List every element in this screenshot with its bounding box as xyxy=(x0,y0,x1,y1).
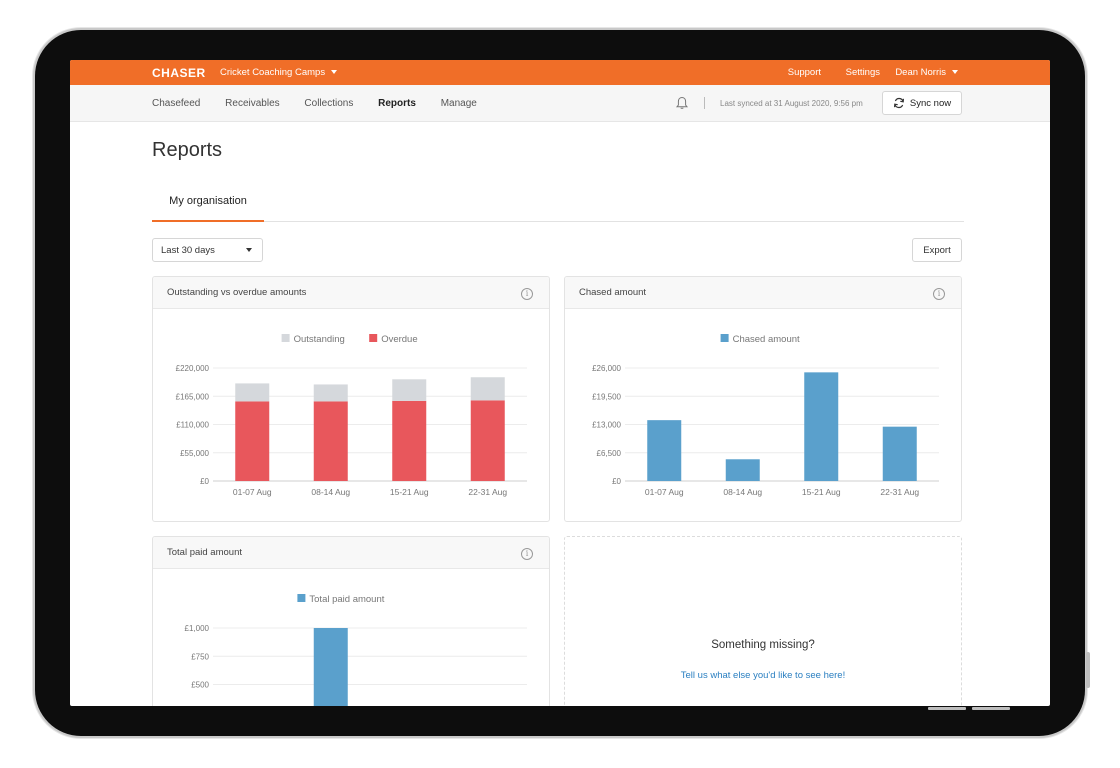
date-range-select[interactable]: Last 30 days xyxy=(152,238,263,262)
top-bar: CHASER Cricket Coaching Camps Support Se… xyxy=(70,60,1050,85)
bar xyxy=(392,379,427,401)
tablet-volume-button xyxy=(928,707,966,710)
legend-label: Chased amount xyxy=(733,334,800,345)
bar xyxy=(313,384,348,402)
outstanding-vs-overdue-card: Outstanding vs overdue amounts i Outstan… xyxy=(152,276,550,522)
card-title: Chased amount xyxy=(579,287,647,298)
y-tick-label: £500 xyxy=(191,681,209,690)
chevron-down-icon xyxy=(331,70,338,75)
date-range-value: Last 30 days xyxy=(161,245,215,256)
nav-item-manage[interactable]: Manage xyxy=(440,98,477,109)
x-tick-label: 15-21 Aug xyxy=(390,487,429,497)
x-tick-label: 22-31 Aug xyxy=(880,487,919,497)
x-tick-label: 01-07 Aug xyxy=(233,487,272,497)
user-name: Dean Norris xyxy=(895,67,946,78)
sync-now-label: Sync now xyxy=(909,97,952,109)
y-tick-label: £55,000 xyxy=(180,449,209,458)
y-tick-label: £165,000 xyxy=(176,392,210,401)
bar xyxy=(725,459,760,481)
y-tick-label: £1,000 xyxy=(185,624,210,633)
chevron-down-icon xyxy=(952,70,958,75)
something-missing-card: Something missing? Tell us what else you… xyxy=(564,536,962,706)
legend-label: Outstanding xyxy=(294,334,345,345)
x-tick-label: 22-31 Aug xyxy=(468,487,507,497)
bar xyxy=(392,400,427,481)
tab-bar: My organisation xyxy=(152,185,964,222)
x-tick-label: 08-14 Aug xyxy=(723,487,762,497)
y-tick-label: £13,000 xyxy=(592,421,621,430)
y-tick-label: £110,000 xyxy=(176,421,209,430)
organisation-name: Cricket Coaching Camps xyxy=(220,67,326,78)
nav-item-receivables[interactable]: Receivables xyxy=(225,98,280,109)
y-tick-label: £750 xyxy=(191,652,209,661)
card-title: Total paid amount xyxy=(167,547,242,558)
legend-label: Total paid amount xyxy=(309,594,384,605)
chevron-down-icon xyxy=(246,248,252,252)
something-missing-title: Something missing? xyxy=(711,639,815,651)
legend-swatch xyxy=(720,334,729,342)
chased-amount-card: Chased amount i Chased amount £0 £6,500 £13… xyxy=(564,276,962,522)
bar xyxy=(313,401,348,481)
main-nav: Chasefeed Receivables Collections Report… xyxy=(152,98,499,109)
sync-now-button[interactable]: Sync now xyxy=(882,91,962,115)
legend-label: Overdue xyxy=(381,334,417,345)
top-links: Support Settings xyxy=(766,67,880,78)
settings-link[interactable]: Settings xyxy=(845,67,880,78)
legend-swatch xyxy=(369,334,378,342)
card-title: Outstanding vs overdue amounts xyxy=(167,287,307,298)
nav-item-collections[interactable]: Collections xyxy=(304,98,354,109)
bar xyxy=(235,383,270,402)
bell-icon[interactable] xyxy=(675,96,689,110)
tablet-frame: CHASER Cricket Coaching Camps Support Se… xyxy=(35,30,1090,736)
total-paid-chart: Total paid amount£0£250£500£750£1,00001-… xyxy=(185,594,527,706)
tab-my-organisation[interactable]: My organisation xyxy=(152,185,264,222)
organisation-dropdown[interactable]: Cricket Coaching Camps xyxy=(220,67,338,78)
bar xyxy=(882,426,917,481)
y-tick-label: £26,000 xyxy=(592,364,621,373)
bar xyxy=(647,420,682,481)
bar xyxy=(470,400,505,481)
x-tick-label: 08-14 Aug xyxy=(311,487,350,497)
nav-item-chasefeed[interactable]: Chasefeed xyxy=(152,98,201,109)
card-header: Chased amount i xyxy=(565,277,961,309)
info-icon[interactable]: i xyxy=(521,288,533,300)
last-synced-text: Last synced at 31 August 2020, 9:56 pm xyxy=(720,99,863,108)
y-tick-label: £0 xyxy=(612,477,621,486)
app-screen: CHASER Cricket Coaching Camps Support Se… xyxy=(70,60,1050,706)
y-tick-label: £0 xyxy=(200,477,209,486)
export-button[interactable]: Export xyxy=(912,238,962,262)
bar xyxy=(804,372,839,481)
refresh-icon xyxy=(893,97,904,109)
nav-divider xyxy=(704,97,705,109)
info-icon[interactable]: i xyxy=(521,548,533,560)
bar xyxy=(313,628,348,706)
card-header: Outstanding vs overdue amounts i xyxy=(153,277,549,309)
bar xyxy=(235,401,270,481)
chaser-logo[interactable]: CHASER xyxy=(152,66,206,80)
legend-swatch xyxy=(281,334,290,342)
support-link[interactable]: Support xyxy=(787,67,822,78)
outstanding-overdue-chart: Outstanding Overdue £0 £55,000 £110,000 £165,… xyxy=(176,334,527,497)
feedback-link[interactable]: Tell us what else you'd like to see here… xyxy=(680,670,846,681)
y-tick-label: £6,500 xyxy=(597,449,622,458)
bar xyxy=(470,377,505,401)
x-tick-label: 15-21 Aug xyxy=(802,487,841,497)
x-tick-label: 01-07 Aug xyxy=(645,487,684,497)
chased-amount-chart: Chased amount £0 £6,500 £13,000 £19,500 £26,0… xyxy=(592,334,939,497)
y-tick-label: £220,000 xyxy=(176,364,210,373)
nav-item-reports[interactable]: Reports xyxy=(378,98,416,109)
tablet-side-button xyxy=(1086,652,1090,688)
user-menu[interactable]: Dean Norris xyxy=(895,67,958,78)
legend-swatch xyxy=(297,594,306,602)
info-icon[interactable]: i xyxy=(933,288,945,300)
page-title: Reports xyxy=(152,139,223,161)
tablet-volume-button xyxy=(972,707,1010,710)
nav-bar: Chasefeed Receivables Collections Report… xyxy=(70,85,1050,122)
y-tick-label: £19,500 xyxy=(592,392,621,401)
card-header: Total paid amount i xyxy=(153,537,549,569)
total-paid-card: Total paid amount i Total paid amount£0£… xyxy=(152,536,550,706)
